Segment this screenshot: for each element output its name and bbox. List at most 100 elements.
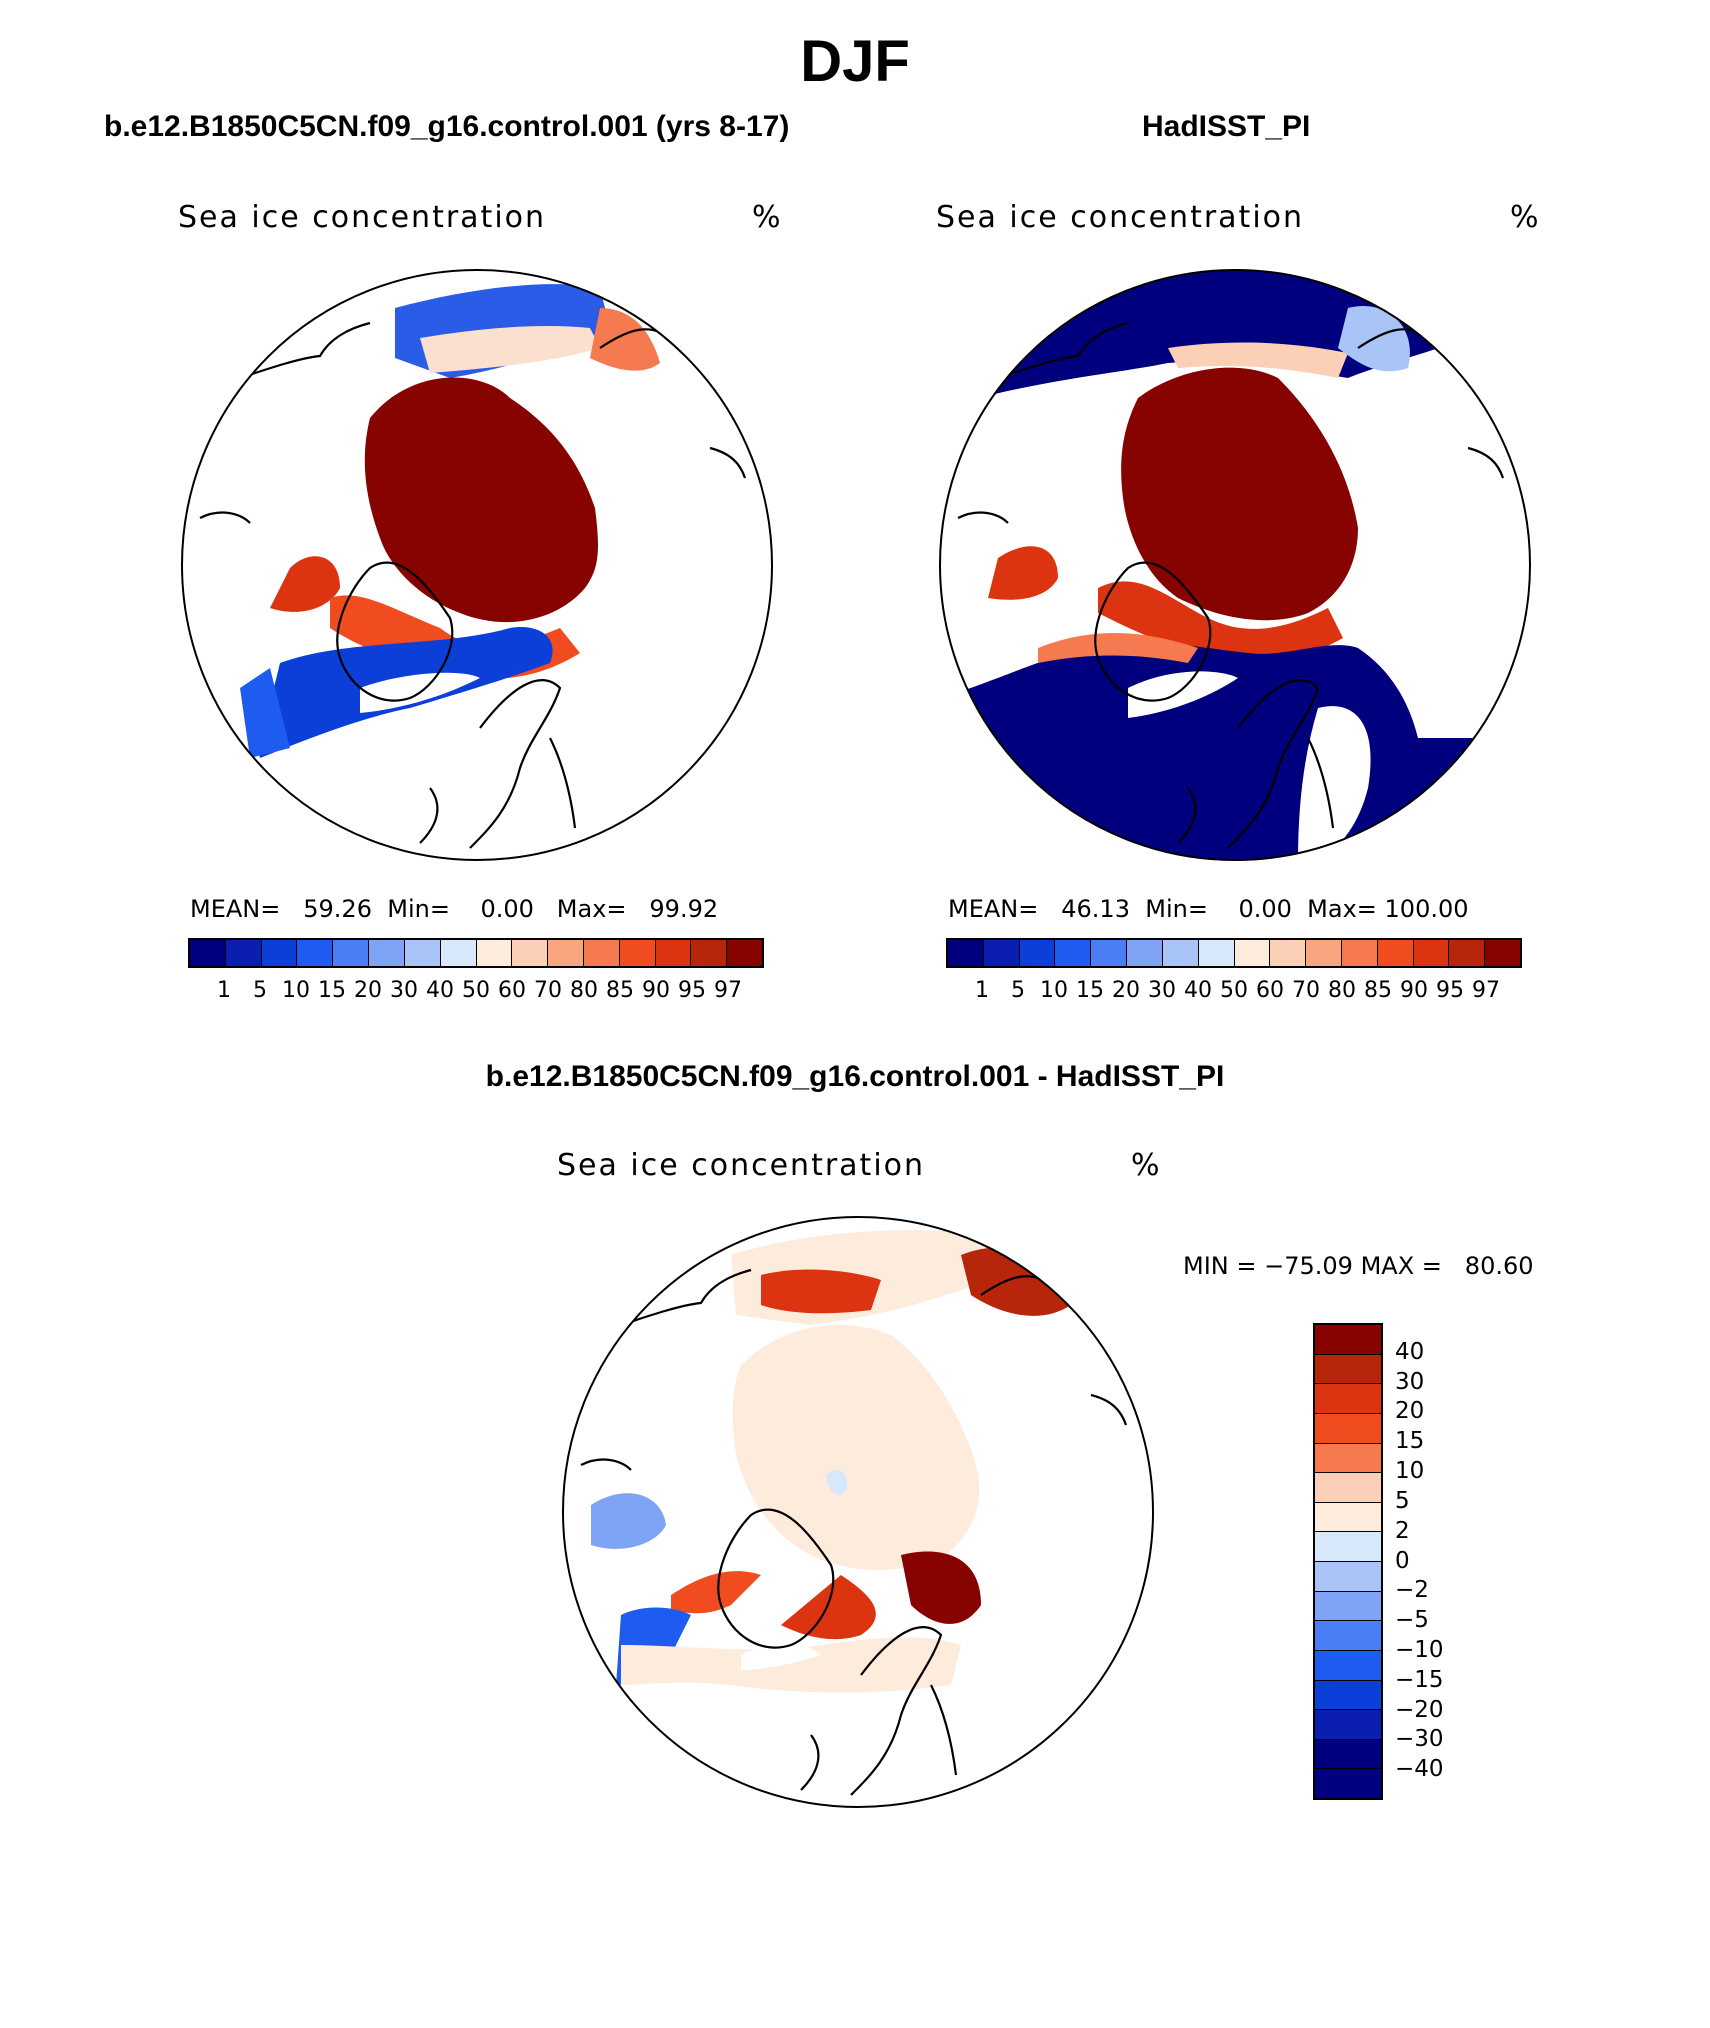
colorbar-swatch <box>261 940 298 966</box>
model-variable-label: Sea ice concentration <box>178 200 547 235</box>
colorbar-swatch <box>369 940 405 966</box>
colorbar-swatch <box>583 940 620 966</box>
colorbar-swatch <box>1315 1562 1381 1592</box>
diff-field <box>591 1230 1071 1693</box>
colorbar-tick-label: −20 <box>1395 1696 1444 1723</box>
colorbar-swatch <box>440 940 477 966</box>
model-mean-label: MEAN= <box>190 895 281 923</box>
obs-polar-map <box>939 269 1531 861</box>
colorbar-swatch <box>1413 940 1450 966</box>
colorbar-tick-label: 70 <box>534 978 562 1003</box>
colorbar-swatch <box>1315 1354 1381 1385</box>
colorbar-swatch <box>297 940 334 966</box>
diff-coastlines <box>580 1268 1128 1796</box>
obs-max-label: Max= <box>1307 895 1377 923</box>
colorbar-tick-label: 5 <box>1011 978 1025 1003</box>
colorbar-tick-label: 90 <box>1400 978 1428 1003</box>
colorbar-swatch <box>1306 940 1342 966</box>
colorbar-tick-label: 0 <box>1395 1547 1410 1574</box>
colorbar-swatch <box>1055 940 1092 966</box>
colorbar-swatch <box>1449 940 1486 966</box>
colorbar-tick-label: 50 <box>462 978 490 1003</box>
colorbar-swatch <box>1127 940 1163 966</box>
colorbar-tick-label: 15 <box>318 978 346 1003</box>
obs-variable-label: Sea ice concentration <box>936 200 1305 235</box>
colorbar-tick-label: −30 <box>1395 1726 1444 1753</box>
colorbar-swatch <box>1315 1413 1381 1444</box>
obs-mean-label: MEAN= <box>948 895 1039 923</box>
colorbar-swatch <box>948 940 984 966</box>
colorbar-tick-label: 95 <box>1436 978 1464 1003</box>
colorbar-swatch <box>1315 1325 1381 1355</box>
colorbar-swatch <box>1315 1769 1381 1798</box>
colorbar-tick-label: 97 <box>1472 978 1500 1003</box>
colorbar-tick-label: −10 <box>1395 1636 1444 1663</box>
model-colorbar-ticks: 1 5 10 15 20 30 40 50 60 70 80 85 90 95 97 <box>188 978 764 1008</box>
model-polar-map <box>181 269 773 861</box>
colorbar-swatch <box>190 940 226 966</box>
diff-panel-title: b.e12.B1850C5CN.f09_g16.control.001 - Ha… <box>485 1060 1225 1093</box>
colorbar-tick-label: 30 <box>1148 978 1176 1003</box>
colorbar-tick-label: −15 <box>1395 1666 1444 1693</box>
colorbar-tick-label: 1 <box>975 978 989 1003</box>
colorbar-swatch <box>476 940 513 966</box>
model-coastlines <box>199 321 747 849</box>
colorbar-swatch <box>1315 1443 1381 1474</box>
colorbar-tick-label: 5 <box>1395 1487 1410 1514</box>
diff-stats: MIN = −75.09 MAX = 80.60 <box>1183 1252 1534 1280</box>
colorbar-tick-label: 2 <box>1395 1517 1410 1544</box>
colorbar-swatch <box>1019 940 1056 966</box>
colorbar-tick-label: 70 <box>1292 978 1320 1003</box>
colorbar-swatch <box>1341 940 1378 966</box>
colorbar-tick-label: 60 <box>1256 978 1284 1003</box>
colorbar-swatch <box>333 940 370 966</box>
obs-units-label: % <box>1510 200 1541 235</box>
colorbar-swatch <box>1234 940 1271 966</box>
colorbar-tick-label: 20 <box>354 978 382 1003</box>
model-stats: MEAN= 59.26 Min= 0.00 Max= 99.92 <box>190 895 718 923</box>
model-panel-title: b.e12.B1850C5CN.f09_g16.control.001 (yrs… <box>104 110 790 143</box>
model-ice-field <box>240 284 660 758</box>
colorbar-tick-label: −2 <box>1395 1577 1429 1604</box>
colorbar-swatch <box>1315 1710 1381 1740</box>
colorbar-swatch <box>1485 940 1520 966</box>
obs-colorbar <box>946 938 1522 968</box>
colorbar-tick-label: 90 <box>642 978 670 1003</box>
colorbar-tick-label: 50 <box>1220 978 1248 1003</box>
colorbar-tick-label: 10 <box>282 978 310 1003</box>
model-mean-value: 59.26 <box>303 895 372 923</box>
colorbar-tick-label: −5 <box>1395 1607 1429 1634</box>
model-min-value: 0.00 <box>480 895 534 923</box>
diff-min-value: −75.09 <box>1264 1252 1353 1280</box>
colorbar-tick-label: 80 <box>570 978 598 1003</box>
diff-polar-map <box>562 1216 1154 1808</box>
colorbar-swatch <box>512 940 549 966</box>
model-min-label: Min= <box>387 895 450 923</box>
colorbar-swatch <box>655 940 692 966</box>
colorbar-tick-label: 60 <box>498 978 526 1003</box>
colorbar-tick-label: 85 <box>606 978 634 1003</box>
colorbar-tick-label: 40 <box>426 978 454 1003</box>
colorbar-tick-label: 1 <box>217 978 231 1003</box>
colorbar-tick-label: 20 <box>1112 978 1140 1003</box>
colorbar-swatch <box>1315 1680 1381 1711</box>
obs-panel-title: HadISST_PI <box>1142 110 1311 143</box>
colorbar-swatch <box>1315 1532 1381 1562</box>
colorbar-tick-label: −40 <box>1395 1756 1444 1783</box>
diff-max-value: 80.60 <box>1464 1252 1534 1280</box>
obs-mean-value: 46.13 <box>1061 895 1130 923</box>
figure-title: DJF <box>800 29 910 94</box>
diff-min-label: MIN = <box>1183 1252 1257 1280</box>
colorbar-tick-label: 10 <box>1395 1458 1425 1485</box>
colorbar-swatch <box>404 940 441 966</box>
colorbar-tick-label: 95 <box>678 978 706 1003</box>
colorbar-swatch <box>225 940 262 966</box>
diff-units-label: % <box>1131 1148 1162 1183</box>
colorbar-swatch <box>1315 1650 1381 1681</box>
colorbar-tick-label: 85 <box>1364 978 1392 1003</box>
colorbar-swatch <box>1315 1473 1381 1503</box>
colorbar-swatch <box>1270 940 1307 966</box>
diff-colorbar-ticks: 40 30 20 15 10 5 2 0 −2 −5 −10 −15 −20 −30 −40 <box>1395 1323 1475 1800</box>
obs-colorbar-ticks: 1 5 10 15 20 30 40 50 60 70 80 85 90 95 97 <box>946 978 1522 1008</box>
model-max-value: 99.92 <box>649 895 719 923</box>
